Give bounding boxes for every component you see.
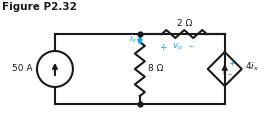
Text: 2 Ω: 2 Ω — [177, 19, 192, 28]
Text: Figure P2.32: Figure P2.32 — [2, 2, 77, 12]
Text: $4i_x$: $4i_x$ — [245, 61, 259, 73]
Text: $v_o$: $v_o$ — [172, 42, 183, 52]
Text: $i_x$: $i_x$ — [128, 32, 137, 45]
Text: 8 Ω: 8 Ω — [148, 65, 163, 73]
Text: –: – — [228, 71, 232, 80]
Text: +: + — [228, 60, 234, 68]
Text: +: + — [160, 42, 167, 51]
Text: –: – — [189, 42, 194, 51]
Text: 50 A: 50 A — [13, 65, 33, 73]
